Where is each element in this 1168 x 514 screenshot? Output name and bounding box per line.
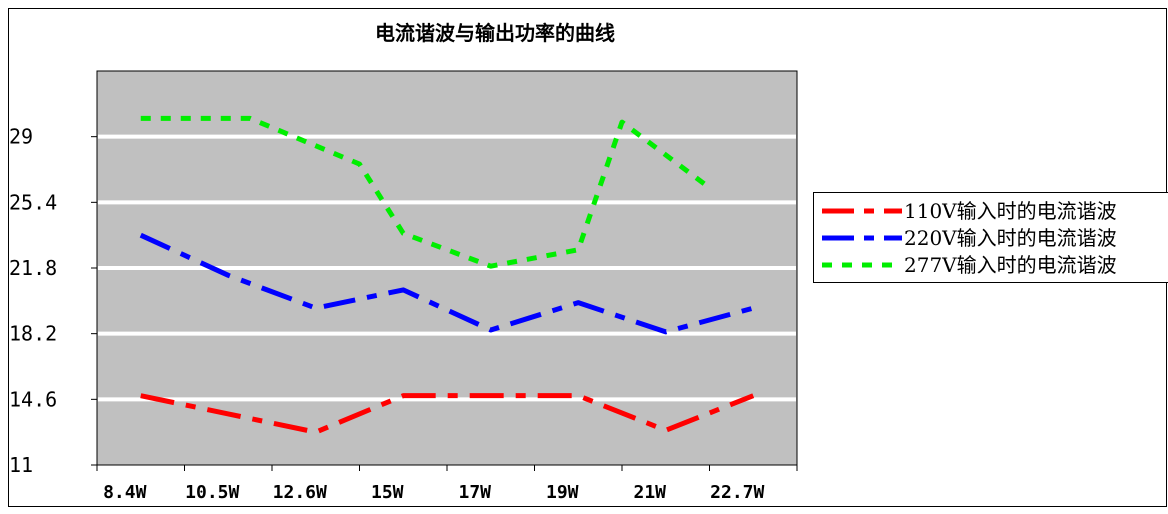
legend: 110V输入时的电流谐波 220V输入时的电流谐波 277V输入时的电流谐波: [814, 193, 1168, 283]
y-tick-label: 25.4: [9, 190, 57, 214]
x-tick-label: 17W: [458, 482, 491, 503]
y-tick-label: 14.6: [9, 387, 57, 411]
x-tick-label: 21W: [633, 482, 666, 503]
legend-entry: 110V输入时的电流谐波: [904, 199, 1117, 223]
y-tick-label: 21.8: [9, 256, 57, 280]
legend-entry: 220V输入时的电流谐波: [904, 226, 1117, 250]
chart-title: 电流谐波与输出功率的曲线: [375, 21, 615, 45]
y-tick-label: 11: [9, 453, 33, 477]
x-tick-label: 12.6W: [273, 482, 327, 503]
x-tick-label: 10.5W: [185, 482, 239, 503]
y-tick-label: 18.2: [9, 322, 57, 346]
x-tick-label: 15W: [371, 482, 404, 503]
y-tick-label: 29: [9, 125, 33, 149]
legend-entry: 277V输入时的电流谐波: [904, 253, 1117, 277]
x-tick-label: 8.4W: [103, 482, 147, 503]
x-tick-label: 22.7W: [710, 482, 764, 503]
x-tick-label: 19W: [546, 482, 579, 503]
